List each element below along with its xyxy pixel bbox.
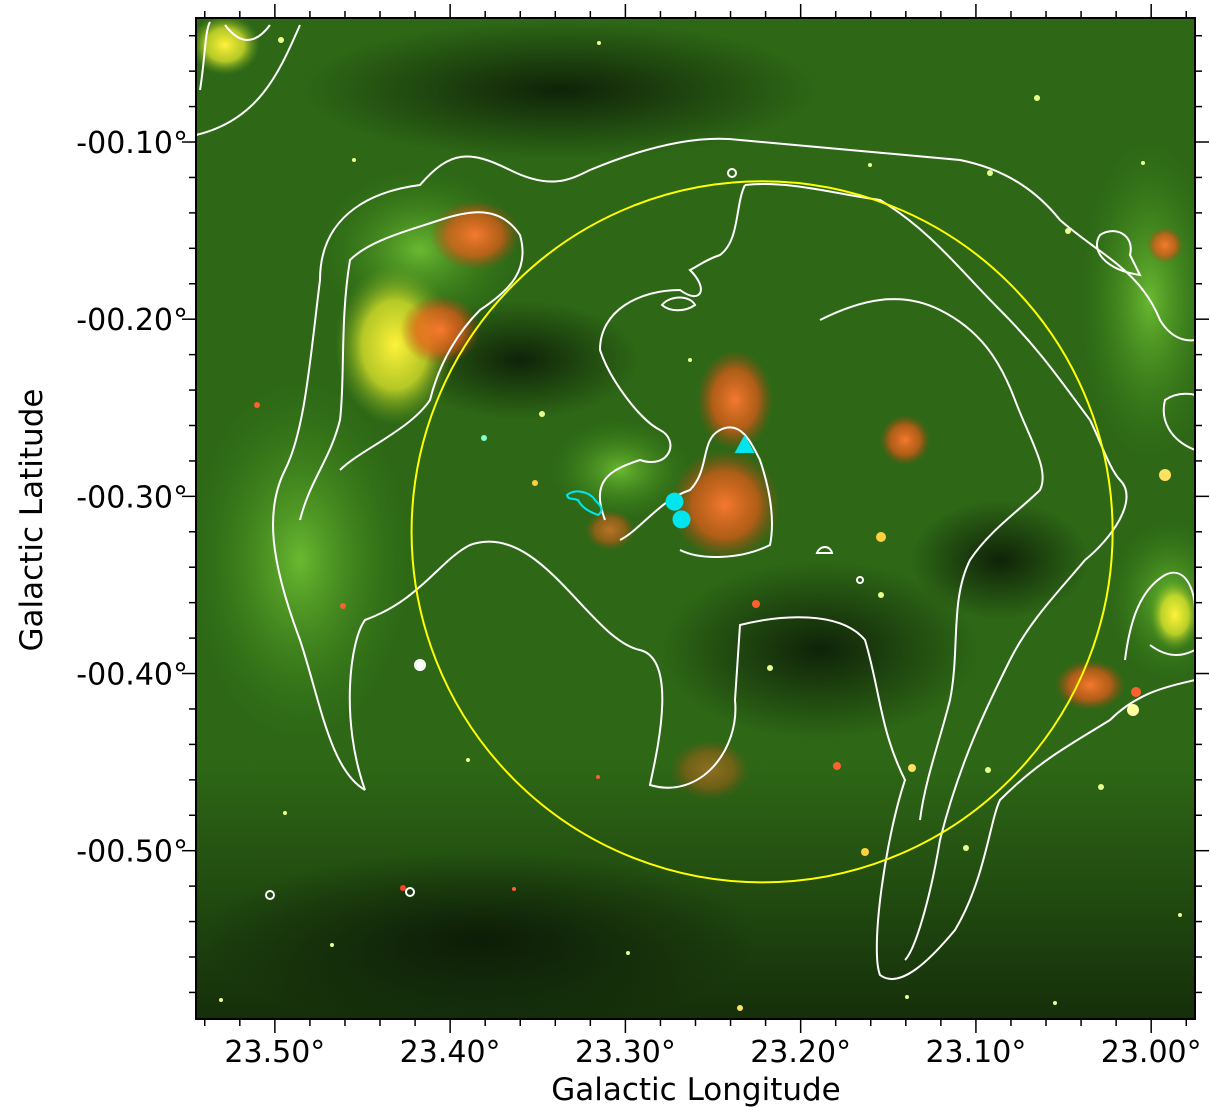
- x-tick-labels: 23.50° 23.40° 23.30° 23.20° 23.10° 23.00°: [224, 1035, 1201, 1070]
- star: [737, 1005, 743, 1011]
- star: [1178, 913, 1182, 917]
- star: [963, 845, 969, 851]
- star: [987, 170, 993, 176]
- star: [833, 762, 841, 770]
- star: [905, 995, 909, 999]
- star: [254, 402, 260, 408]
- orange-region: [670, 450, 780, 560]
- star: [278, 37, 284, 43]
- star: [878, 592, 884, 598]
- star: [688, 358, 692, 362]
- orange-region: [697, 350, 773, 450]
- x-tick-label: 23.30°: [575, 1035, 676, 1070]
- cyan-circle-marker: [665, 493, 683, 511]
- star: [532, 480, 538, 486]
- star: [752, 600, 760, 608]
- star: [481, 435, 487, 441]
- star: [512, 887, 516, 891]
- orange-region: [400, 295, 480, 365]
- x-tick-label: 23.00°: [1101, 1035, 1202, 1070]
- star: [908, 764, 916, 772]
- star: [340, 603, 346, 609]
- y-tick-label: -00.40°: [76, 658, 188, 693]
- star: [596, 775, 600, 779]
- star: [876, 532, 886, 542]
- star: [283, 811, 287, 815]
- orange-region: [430, 200, 520, 270]
- x-tick-label: 23.20°: [750, 1035, 851, 1070]
- star: [868, 163, 872, 167]
- x-tick-label: 23.50°: [224, 1035, 325, 1070]
- x-axis-title: Galactic Longitude: [551, 1072, 841, 1107]
- y-tick-label: -00.50°: [76, 835, 188, 870]
- orange-region: [880, 415, 930, 465]
- star: [352, 158, 356, 162]
- star: [330, 943, 334, 947]
- dark-lane: [300, 20, 820, 160]
- star: [400, 885, 406, 891]
- star: [1034, 95, 1040, 101]
- y-tick-label: -00.10°: [76, 126, 188, 161]
- star: [416, 661, 424, 669]
- dark-lane: [910, 500, 1090, 620]
- star: [861, 848, 869, 856]
- cyan-circle-marker: [672, 510, 690, 528]
- infrared-image: [190, 15, 1210, 1030]
- orange-region: [1147, 227, 1183, 263]
- dark-lane: [200, 850, 760, 1030]
- y-axis-title: Galactic Latitude: [14, 389, 50, 652]
- green-emission: [190, 380, 410, 740]
- x-tick-label: 23.10°: [925, 1035, 1026, 1070]
- star: [539, 411, 545, 417]
- star: [1141, 161, 1145, 165]
- star: [1159, 469, 1171, 481]
- orange-region: [1055, 660, 1125, 710]
- star: [767, 665, 773, 671]
- star: [597, 41, 601, 45]
- star: [626, 951, 630, 955]
- star: [1131, 687, 1141, 697]
- y-tick-label: -00.30°: [76, 480, 188, 515]
- star: [219, 998, 223, 1002]
- orange-region: [585, 510, 635, 550]
- y-tick-label: -00.20°: [76, 303, 188, 338]
- star: [466, 758, 470, 762]
- star: [985, 767, 991, 773]
- star: [1127, 704, 1139, 716]
- x-tick-label: 23.40°: [400, 1035, 501, 1070]
- star: [1098, 784, 1104, 790]
- orange-region: [190, 15, 260, 75]
- star: [1053, 1001, 1057, 1005]
- y-tick-labels: -00.10° -00.20° -00.30° -00.40° -00.50°: [76, 126, 188, 870]
